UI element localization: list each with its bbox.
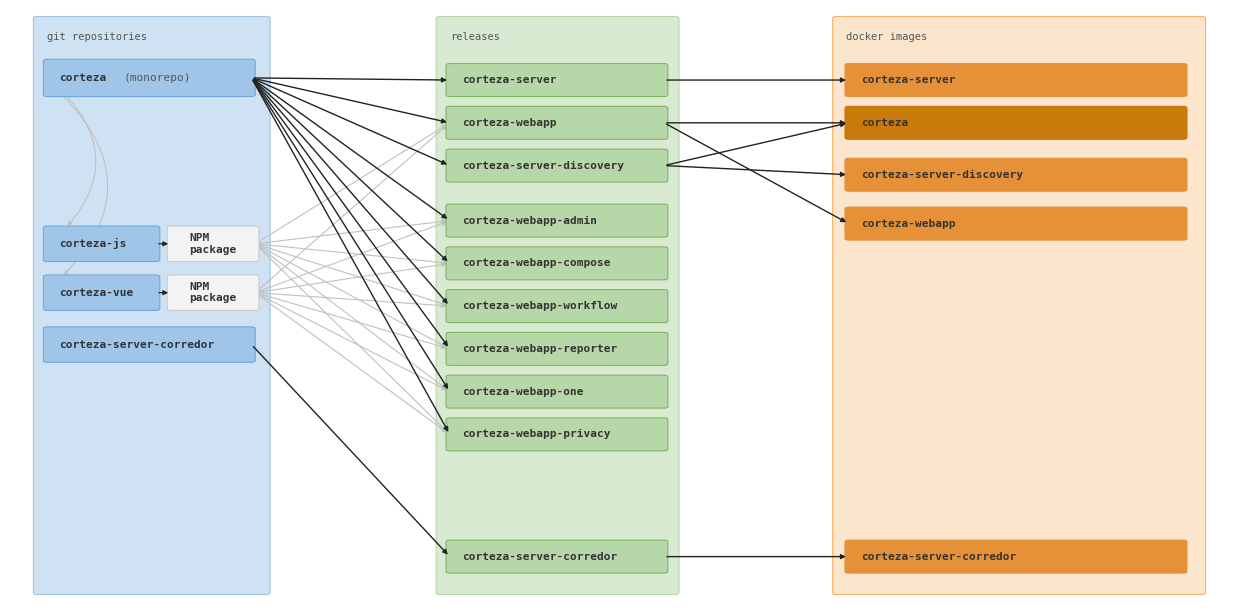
Text: corteza-server-corredor: corteza-server-corredor — [462, 552, 617, 562]
Text: corteza-webapp-reporter: corteza-webapp-reporter — [462, 344, 617, 354]
FancyBboxPatch shape — [845, 64, 1187, 97]
FancyBboxPatch shape — [43, 327, 255, 362]
Text: corteza-server-corredor: corteza-server-corredor — [861, 552, 1016, 562]
Text: NPM
package: NPM package — [190, 233, 237, 255]
Text: git repositories: git repositories — [47, 32, 147, 42]
Text: corteza-server: corteza-server — [861, 75, 955, 85]
Text: docker images: docker images — [846, 32, 928, 42]
Text: corteza-webapp-one: corteza-webapp-one — [462, 387, 584, 397]
FancyBboxPatch shape — [446, 332, 668, 365]
FancyBboxPatch shape — [446, 418, 668, 451]
FancyBboxPatch shape — [446, 64, 668, 97]
FancyBboxPatch shape — [845, 207, 1187, 240]
Text: (monorepo): (monorepo) — [124, 73, 191, 83]
Text: corteza-server-discovery: corteza-server-discovery — [861, 170, 1023, 180]
FancyBboxPatch shape — [446, 149, 668, 182]
FancyBboxPatch shape — [446, 375, 668, 408]
Text: corteza-vue: corteza-vue — [59, 288, 134, 298]
Text: corteza: corteza — [861, 118, 908, 128]
Text: releases: releases — [450, 32, 499, 42]
FancyBboxPatch shape — [167, 226, 259, 262]
Text: corteza-webapp-workflow: corteza-webapp-workflow — [462, 301, 617, 311]
FancyBboxPatch shape — [446, 204, 668, 237]
Text: NPM
package: NPM package — [190, 282, 237, 304]
Text: corteza-webapp-privacy: corteza-webapp-privacy — [462, 430, 611, 439]
Text: corteza-server-corredor: corteza-server-corredor — [59, 340, 214, 349]
FancyBboxPatch shape — [446, 106, 668, 139]
Text: corteza-server: corteza-server — [462, 75, 556, 85]
FancyBboxPatch shape — [845, 106, 1187, 139]
Text: corteza-webapp-admin: corteza-webapp-admin — [462, 216, 597, 225]
FancyBboxPatch shape — [43, 226, 160, 262]
Text: corteza-webapp: corteza-webapp — [462, 118, 556, 128]
Text: corteza-webapp: corteza-webapp — [861, 219, 955, 229]
Text: corteza-webapp-compose: corteza-webapp-compose — [462, 258, 611, 268]
FancyBboxPatch shape — [833, 16, 1206, 595]
Text: corteza-js: corteza-js — [59, 238, 126, 249]
Text: corteza: corteza — [59, 73, 107, 83]
FancyBboxPatch shape — [446, 247, 668, 280]
FancyBboxPatch shape — [167, 275, 259, 310]
FancyBboxPatch shape — [845, 158, 1187, 191]
FancyBboxPatch shape — [446, 540, 668, 573]
FancyBboxPatch shape — [33, 16, 270, 595]
Text: corteza-server-discovery: corteza-server-discovery — [462, 161, 624, 170]
FancyBboxPatch shape — [845, 540, 1187, 573]
FancyBboxPatch shape — [43, 275, 160, 310]
FancyBboxPatch shape — [43, 59, 255, 97]
FancyBboxPatch shape — [446, 290, 668, 323]
FancyBboxPatch shape — [436, 16, 679, 595]
